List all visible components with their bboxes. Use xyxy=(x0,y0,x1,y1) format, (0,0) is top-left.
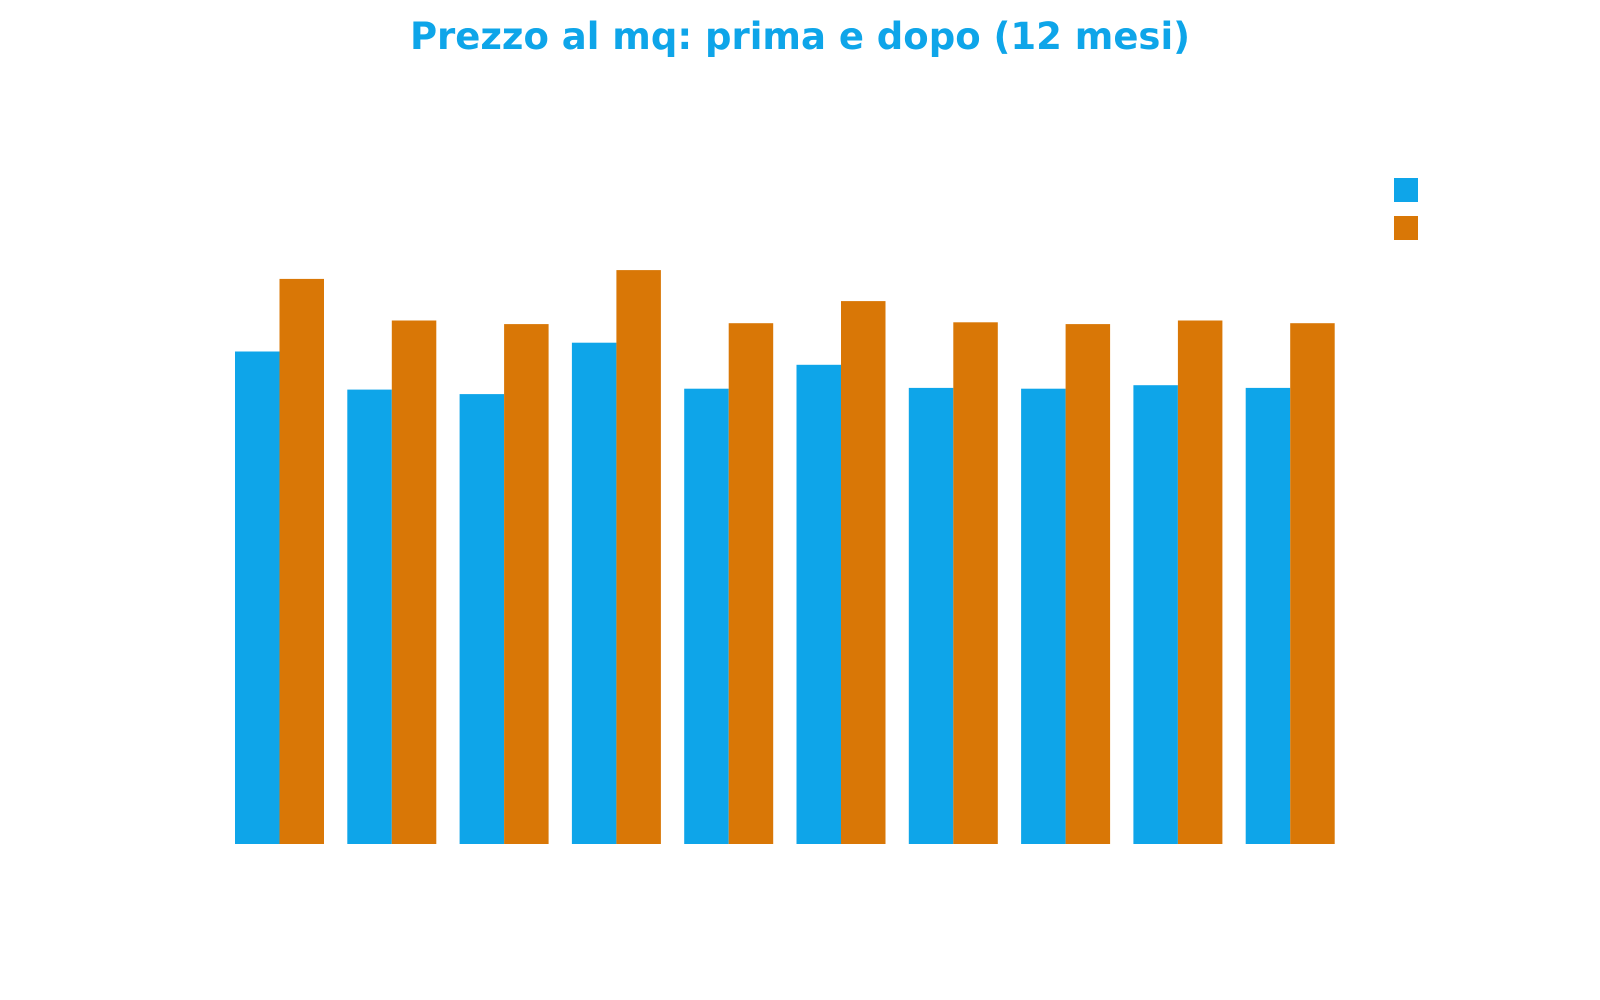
legend-swatch-series-1 xyxy=(1394,178,1418,202)
legend-swatch-series-2 xyxy=(1394,216,1418,240)
bar-series-2-group-6 xyxy=(841,301,886,845)
bars-layer xyxy=(235,270,1335,845)
bar-series-1-group-5 xyxy=(684,388,729,844)
bar-series-2-group-2 xyxy=(391,320,437,844)
bar-series-1-group-4 xyxy=(571,342,617,844)
bar-series-2-group-7 xyxy=(953,322,998,844)
bar-series-2-group-9 xyxy=(1177,320,1223,844)
bar-series-1-group-9 xyxy=(1133,385,1178,844)
bar-series-2-group-5 xyxy=(728,323,774,844)
bar-series-2-group-3 xyxy=(504,324,549,845)
bar-series-2-group-8 xyxy=(1065,324,1111,845)
bar-series-2-group-4 xyxy=(616,270,661,845)
chart-title: Prezzo al mq: prima e dopo (12 mesi) xyxy=(409,15,1191,58)
bar-series-2-group-10 xyxy=(1290,323,1335,844)
bar-series-1-group-7 xyxy=(908,387,954,844)
bar-series-1-group-3 xyxy=(459,394,505,844)
bar-series-1-group-10 xyxy=(1245,387,1291,844)
bar-series-2-group-1 xyxy=(279,278,324,844)
bar-series-1-group-6 xyxy=(796,364,841,844)
bar-series-1-group-8 xyxy=(1021,388,1066,844)
bar-series-1-group-1 xyxy=(235,351,280,844)
bar-series-1-group-2 xyxy=(347,389,392,844)
